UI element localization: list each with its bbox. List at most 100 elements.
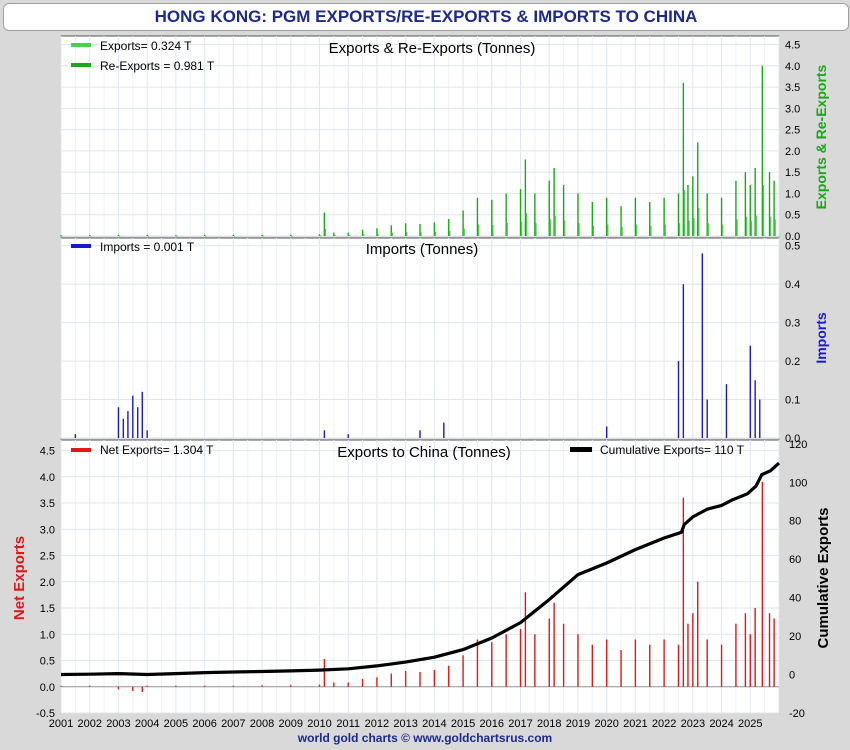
reexports-bar [744,172,747,236]
imports-bar [347,434,349,438]
net-exports-bar [663,639,665,687]
x-tick-label: 2009 [279,718,303,730]
net-exports-bar [649,644,651,687]
y2-tick-label: -20 [789,708,805,720]
exports-bar [650,225,652,236]
net-exports-bar [720,644,723,687]
reexports-bar [634,197,637,236]
x-tick-label: 2001 [49,718,73,730]
imports-bar [759,399,761,438]
text-layer: Exports & Re-Exports (Tonnes) Imports (T… [11,39,832,730]
net-exports-bar [117,686,120,690]
reexports-bar [505,193,507,236]
exports-bar [750,220,753,236]
y-tick-label: 1.0 [40,629,55,641]
net-exports-bar [419,672,421,687]
bars-layer [60,65,776,692]
y-tick-label: 0.5 [785,241,800,253]
imports-bar [136,407,139,438]
exports-bar [736,219,738,236]
y-tick-label: 3.0 [785,103,800,115]
y-tick-label: 0.1 [785,395,800,407]
exports-bar [664,224,666,236]
exports-bar [420,232,422,236]
legend-net-swatch [71,448,91,452]
y2-tick-label: 60 [789,554,801,566]
exports-bar [722,224,724,236]
imports-bar [443,422,445,438]
y-tick-label: 4.0 [40,472,55,484]
x-tick-label: 2003 [106,718,130,730]
reexports-bar [768,172,771,236]
exports-bar [205,235,207,237]
net-exports-bar [754,608,756,687]
y-tick-label: -0.5 [36,708,55,720]
net-exports-bar [60,685,62,687]
y-tick-label: 1.5 [40,603,55,615]
x-tick-label: 2023 [681,718,705,730]
net-exports-bar [376,677,378,687]
reexports-bar [591,201,594,236]
reexports-bar [203,234,206,236]
net-exports-bar [261,685,263,687]
y-tick-label: 0.0 [40,682,55,694]
legend-exports: Exports= 0.324 T [100,39,192,53]
net-exports-bar [605,639,608,687]
x-tick-label: 2011 [336,718,360,730]
y-tick-label: 0.0 [785,231,800,243]
net-exports-bar [761,482,764,687]
imports-bar [127,411,129,438]
reexports-bar [749,184,751,236]
net-exports-bar [232,685,235,687]
imports-bar [132,395,134,438]
x-tick-label: 2019 [566,718,590,730]
reexports-bar [706,193,708,236]
y2-tick-label: 120 [789,439,807,451]
y-tick-label: 2.0 [785,146,800,158]
exports-bar [363,234,365,236]
y-tick-label: 4.5 [40,446,55,458]
grid-layer [60,36,780,714]
reexports-bar [682,82,685,237]
exports-bar [348,234,350,236]
net-exports-bar [697,581,699,687]
exports-bar [334,234,336,236]
exports-bar [521,221,523,236]
reexports-bar [232,234,235,236]
net-exports-bar [433,669,436,687]
reexports-bar [433,222,436,236]
imports-bar [725,384,728,438]
exports-bar [578,223,580,236]
net-exports-bar [534,634,536,687]
reexports-bar [491,199,493,236]
exports-bar [549,219,551,236]
exports-bar [607,224,609,236]
imports-bar [117,407,120,438]
reexports-bar [605,197,608,236]
net-exports-bar [323,658,326,687]
net-exports-bar [749,634,751,687]
reexports-bar [390,225,392,236]
exports-bar [770,216,772,236]
x-tick-label: 2017 [508,718,532,730]
exports-bar [525,213,528,236]
reexports-bar [60,235,62,237]
reexports-bar [553,167,555,236]
net-exports-bar [318,684,321,687]
reexports-bar [677,193,680,236]
reexports-bar [649,201,651,236]
imports-bar [706,399,708,438]
net-exports-bar [519,629,522,687]
exports-bar [492,225,494,236]
panel3-ylabel: Net Exports [11,536,28,620]
x-tick-label: 2016 [480,718,504,730]
reexports-bar [761,65,764,236]
reexports-bar [697,142,699,236]
x-tick-label: 2006 [192,718,216,730]
y-tick-label: 0.0 [785,433,800,445]
x-tick-label: 2021 [623,718,647,730]
net-exports-bar [505,634,507,687]
reexports-bar [347,232,349,236]
net-exports-bar [146,685,148,687]
